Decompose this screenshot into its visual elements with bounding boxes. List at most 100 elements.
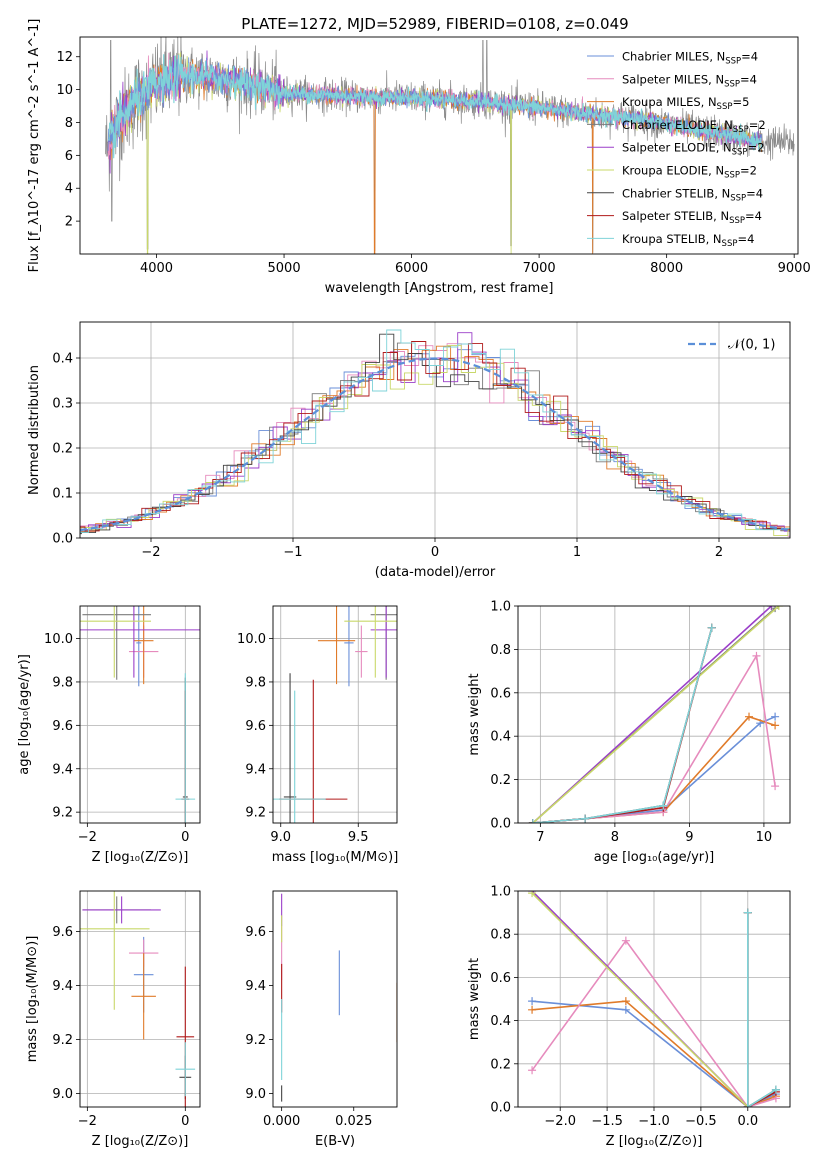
errorbar-point-kroupa_miles <box>317 606 356 685</box>
y-axis-label: Normed distribution <box>27 365 42 495</box>
histogram-kroupa_stelib <box>80 329 790 533</box>
plot-area <box>105 37 795 254</box>
x-tick-label: 8000 <box>650 261 683 276</box>
panel-weight_vs_age: 7 8 9 10 0.0 0.2 0.4 0.6 0.8 1.0 age [log₁₀(age/yr… <box>467 600 791 865</box>
y-tick-label: 9.6 <box>52 925 73 940</box>
y-tick-label: 9.8 <box>245 675 266 690</box>
x-tick-label: 4000 <box>140 261 173 276</box>
y-tick-label: 9.6 <box>245 719 266 734</box>
y-tick-label: 10.0 <box>237 632 266 647</box>
y-tick-label: 9.8 <box>52 675 73 690</box>
legend-label-chabrier_miles: Chabrier MILES, NSSP=4 <box>622 50 758 67</box>
y-tick-label: 12 <box>56 50 73 65</box>
x-axis-label: age [log₁₀(age/yr)] <box>594 850 715 865</box>
y-tick-label: 1.0 <box>490 600 511 615</box>
legend-label-salpeter_stelib: Salpeter STELIB, NSSP=4 <box>622 209 762 226</box>
y-tick-label: 0.0 <box>52 532 73 547</box>
y-axis-label: Flux [f_λ10^-17 erg cm^-2 s^-1 A^-1] <box>27 19 42 273</box>
x-tick-label: 1 <box>573 545 581 560</box>
y-tick-label: 0.6 <box>490 971 511 986</box>
plot-area <box>528 891 780 1107</box>
axes-frame <box>517 605 791 824</box>
plot-area <box>528 606 783 823</box>
y-tick-label: 9.2 <box>52 806 73 821</box>
x-tick-label: 9.0 <box>270 830 291 845</box>
x-axis-label: Z [log₁₀(Z/Z⊙)] <box>92 850 189 865</box>
y-tick-label: 9.2 <box>245 1033 266 1048</box>
x-tick-label: 2 <box>715 545 723 560</box>
y-tick-label: 9.4 <box>245 762 266 777</box>
x-tick-label: 0 <box>181 830 189 845</box>
errorbar-point-kroupa_elodie <box>80 606 152 678</box>
x-tick-label: 9000 <box>778 261 811 276</box>
y-tick-label: 0.1 <box>52 487 73 502</box>
x-tick-label: −2.0 <box>544 1114 576 1129</box>
y-tick-label: 10 <box>56 83 73 98</box>
x-axis-label: wavelength [Angstrom, rest frame] <box>325 281 554 296</box>
series-marker-kroupa_miles <box>528 1005 537 1014</box>
y-tick-label: 0.4 <box>52 352 73 367</box>
y-tick-label: 9.6 <box>52 719 73 734</box>
x-tick-label: 5000 <box>268 261 301 276</box>
y-axis-label: mass [log₁₀(M/M⊙)] <box>25 936 40 1063</box>
y-axis-label: mass weight <box>467 958 482 1040</box>
series-marker-salpeter_miles <box>752 651 761 660</box>
axes-frame <box>79 36 799 255</box>
x-tick-label: 0.000 <box>263 1114 300 1129</box>
x-axis-label: Z [log₁₀(Z/Z⊙)] <box>606 1134 703 1149</box>
series-line-kroupa_elodie <box>531 892 749 1107</box>
x-tick-label: 6000 <box>395 261 428 276</box>
axes-frame <box>79 321 791 539</box>
series-marker-chabrier_miles <box>621 1005 630 1014</box>
y-tick-label: 0.6 <box>490 686 511 701</box>
y-tick-label: 9.2 <box>52 1033 73 1048</box>
errorbar-point-kroupa_stelib <box>273 690 326 823</box>
model-spectrum-kroupa_stelib <box>107 54 763 159</box>
y-tick-label: 9.0 <box>245 1087 266 1102</box>
x-tick-label: 0 <box>181 1114 189 1129</box>
series-marker-kroupa_stelib <box>707 623 716 632</box>
y-tick-label: 0.4 <box>490 730 511 745</box>
y-tick-label: 1.0 <box>490 885 511 900</box>
x-tick-label: −2 <box>78 830 97 845</box>
series-marker-kroupa_stelib <box>743 1103 752 1107</box>
x-axis-label: mass [log₁₀(M/M⊙)] <box>272 850 399 865</box>
plot-area <box>273 606 397 823</box>
y-tick-label: 9.6 <box>245 925 266 940</box>
legend-label-salpeter_elodie: Salpeter ELODIE, NSSP=2 <box>622 141 765 158</box>
x-tick-label: 0.0 <box>737 1114 758 1129</box>
series-marker-salpeter_miles <box>528 1066 537 1075</box>
y-tick-label: 0.8 <box>490 643 511 658</box>
errorbar-point-salpeter_elodie <box>82 896 161 924</box>
y-tick-label: 0.2 <box>490 1057 511 1072</box>
histogram-salpeter_stelib <box>80 341 790 532</box>
x-tick-label: 7000 <box>523 261 556 276</box>
legend-label-kroupa_miles: Kroupa MILES, NSSP=5 <box>622 95 749 112</box>
axes-frame <box>517 890 791 1108</box>
x-tick-label: 0.025 <box>335 1114 372 1129</box>
errorbar-point-chabrier_elodie <box>82 606 152 680</box>
legend-label-salpeter_miles: Salpeter MILES, NSSP=4 <box>622 72 757 89</box>
axes-frame <box>79 605 201 824</box>
axes-frame <box>272 605 398 824</box>
y-axis-label: age [log₁₀(age/yr)] <box>17 654 32 775</box>
panel-age_vs_mass: 9.0 9.5 9.2 9.4 9.6 9.8 10.0 mass [log₁₀(M/M⊙)] <box>237 605 399 865</box>
y-tick-label: 0.2 <box>52 442 73 457</box>
x-tick-label: −1.5 <box>591 1114 623 1129</box>
x-tick-label: −1.0 <box>638 1114 670 1129</box>
y-tick-label: 0.3 <box>52 397 73 412</box>
panel-age_vs_Z: −2 0 9.2 9.4 9.6 9.8 10.0 Z [log₁₀(Z/Z⊙)] age [l… <box>17 605 201 865</box>
series-line-kroupa_elodie <box>532 606 780 823</box>
x-tick-label: 8 <box>611 830 619 845</box>
y-tick-label: 6 <box>65 149 73 164</box>
figure-title: PLATE=1272, MJD=52989, FIBERID=0108, z=0… <box>241 15 628 33</box>
errorbar-point-kroupa_elodie <box>80 891 150 1010</box>
series-marker-chabrier_elodie <box>771 606 780 613</box>
plot-area <box>80 606 200 823</box>
x-tick-label: 9 <box>685 830 693 845</box>
x-tick-label: 7 <box>536 830 544 845</box>
series-marker-kroupa_stelib <box>743 908 752 917</box>
x-axis-label: Z [log₁₀(Z/Z⊙)] <box>92 1134 189 1149</box>
series-line-salpeter_miles <box>531 939 777 1107</box>
y-tick-label: 0.0 <box>490 817 511 832</box>
